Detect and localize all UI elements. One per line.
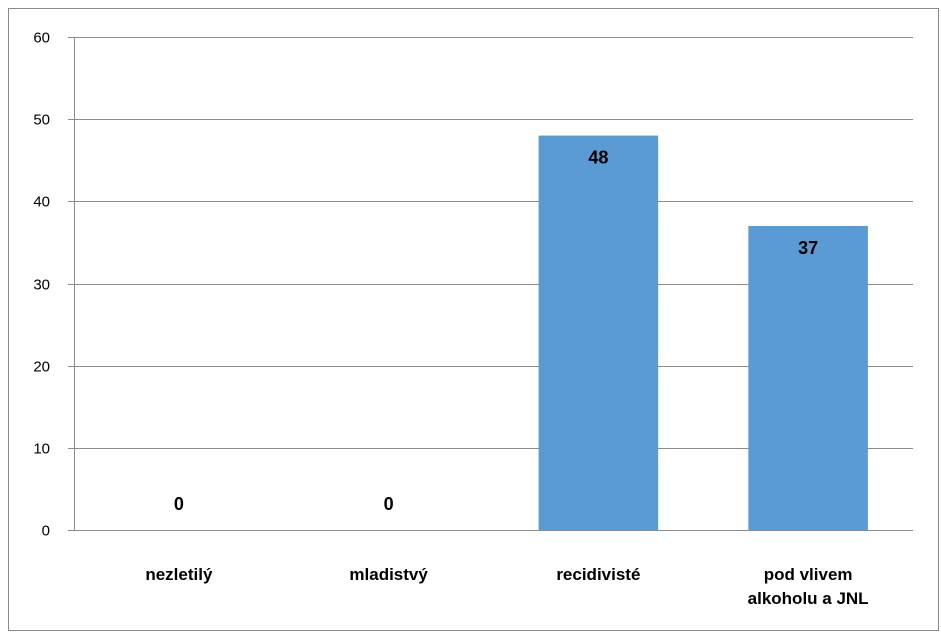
y-tick-label: 40	[33, 194, 50, 211]
x-axis-labels: nezletilý mladistvý recidivisté pod vlivem a…	[145, 565, 868, 608]
data-label: 37	[798, 238, 818, 258]
data-labels: 0 0 48 37	[174, 148, 818, 514]
y-tick-label: 30	[33, 277, 50, 294]
data-label: 0	[384, 494, 394, 514]
bar	[538, 135, 659, 530]
x-category-label: pod vlivem	[764, 565, 853, 584]
y-axis-ticks: 0 10 20 30 40 50 60	[33, 30, 50, 540]
x-category-label: mladistvý	[349, 565, 428, 584]
y-tick-label: 0	[42, 523, 50, 540]
y-tick-label: 10	[33, 441, 50, 458]
bar	[748, 225, 868, 530]
x-category-label: alkoholu a JNL	[748, 589, 869, 608]
y-tick-label: 60	[33, 30, 50, 47]
x-category-label: nezletilý	[145, 565, 213, 584]
x-category-label: recidivisté	[556, 565, 640, 584]
data-label: 0	[174, 494, 184, 514]
data-label: 48	[588, 148, 608, 168]
bars	[538, 135, 868, 530]
y-tick-label: 20	[33, 359, 50, 376]
y-tick-label: 50	[33, 112, 50, 129]
